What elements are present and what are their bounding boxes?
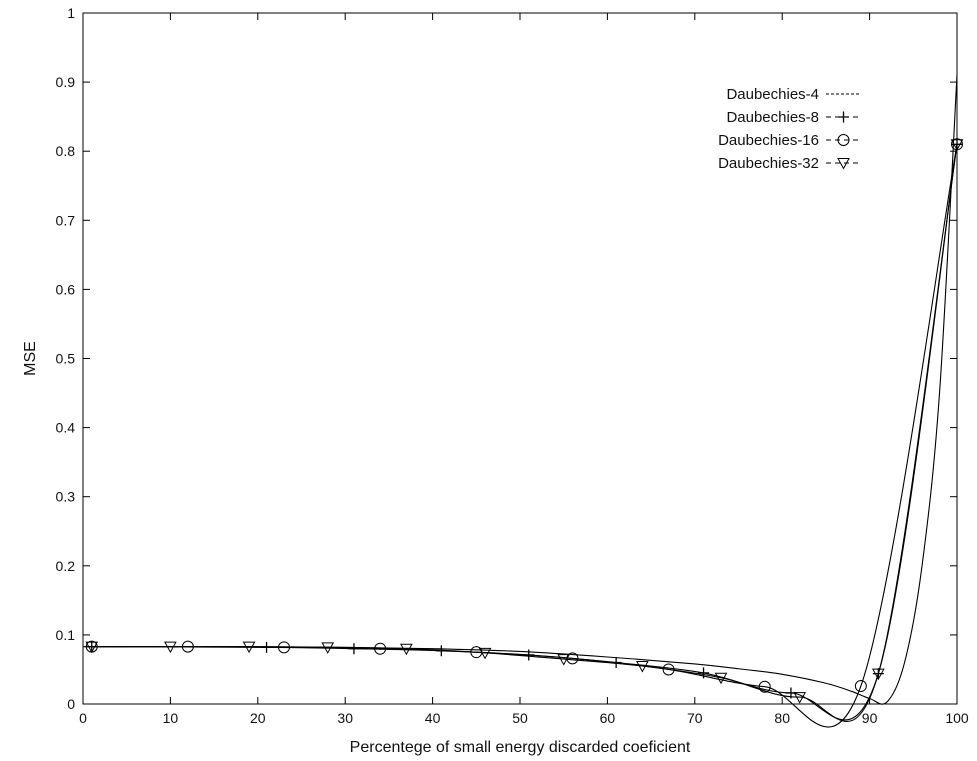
- series-4-point: [557, 654, 571, 666]
- y-tick-label: 0.5: [56, 351, 76, 367]
- y-tick-label: 0.6: [56, 281, 76, 297]
- series-4-point: [871, 668, 885, 681]
- series-4-point: [242, 641, 256, 654]
- series-3-point: [758, 680, 771, 693]
- x-tick-label: 70: [687, 710, 703, 726]
- series-2-point: [951, 138, 963, 150]
- y-tick-label: 0.8: [56, 143, 76, 159]
- series-2-point: [86, 641, 98, 653]
- y-tick-label: 0.3: [56, 489, 76, 505]
- x-tick-label: 80: [774, 710, 790, 726]
- series-4-point: [636, 660, 649, 673]
- y-tick-label: 0.2: [56, 558, 76, 574]
- series-2-point: [872, 668, 884, 680]
- legend-marker-4: [837, 158, 850, 170]
- legend-label-1: Daubechies-4: [726, 86, 819, 103]
- y-tick-label: 0.7: [56, 212, 76, 228]
- x-tick-label: 40: [425, 710, 441, 726]
- axes: 0 10 20 30 40 50 60 70 80 90 100 0 0.1 0.2 0.3 0.4 0.5 0.…: [56, 5, 969, 726]
- series-line-4: [91, 144, 958, 723]
- x-axis-label: Percentege of small energy discarded coe…: [350, 739, 691, 756]
- series-2-point: [261, 641, 273, 653]
- x-tick-label: 50: [512, 710, 528, 726]
- series-line-3: [91, 144, 958, 728]
- x-tick-label: 30: [337, 710, 353, 726]
- legend: Daubechies-4 Daubechies-8 Daubechies-16 Dau…: [718, 86, 861, 172]
- x-tick-label: 20: [250, 710, 266, 726]
- legend-label-3: Daubechies-16: [718, 132, 819, 149]
- series-3-point: [662, 663, 675, 676]
- y-tick-label: 0: [67, 696, 75, 712]
- series-4-point: [950, 139, 964, 151]
- series-2-point: [523, 649, 535, 661]
- series-2-point: [348, 643, 360, 655]
- legend-label-2: Daubechies-8: [726, 109, 819, 126]
- legend-marker-3: [837, 134, 850, 146]
- series-4-point: [164, 641, 177, 654]
- series-4-point: [85, 641, 99, 654]
- series-4-point: [714, 672, 728, 685]
- x-tick-label: 100: [945, 710, 969, 726]
- legend-marker-2: [838, 111, 849, 123]
- series-2-point: [610, 657, 622, 669]
- x-tick-label: 10: [163, 710, 179, 726]
- series-line-1: [83, 75, 958, 705]
- series-4-point: [321, 642, 335, 654]
- series-3-point: [278, 641, 291, 654]
- x-tick-label: 60: [600, 710, 616, 726]
- series-4-point: [478, 647, 492, 660]
- series-line-2: [91, 144, 958, 721]
- y-tick-label: 0.9: [56, 74, 76, 90]
- y-tick-label: 1: [67, 5, 75, 21]
- series-2-point: [698, 667, 710, 679]
- series-markers: [85, 138, 964, 704]
- x-tick-label: 0: [79, 710, 87, 726]
- legend-label-4: Daubechies-32: [718, 155, 819, 172]
- series-3-point: [181, 640, 194, 653]
- series-lines: [83, 75, 958, 728]
- series-4-point: [793, 692, 807, 704]
- y-axis-label: MSE: [22, 341, 39, 376]
- series-2-point: [435, 645, 447, 657]
- series-3-point: [374, 642, 387, 655]
- series-4-point: [400, 643, 413, 656]
- series-3-point: [854, 680, 867, 693]
- x-tick-label: 90: [862, 710, 878, 726]
- y-tick-label: 0.4: [56, 420, 76, 436]
- y-tick-label: 0.1: [56, 627, 76, 643]
- plot-frame: [82, 12, 958, 705]
